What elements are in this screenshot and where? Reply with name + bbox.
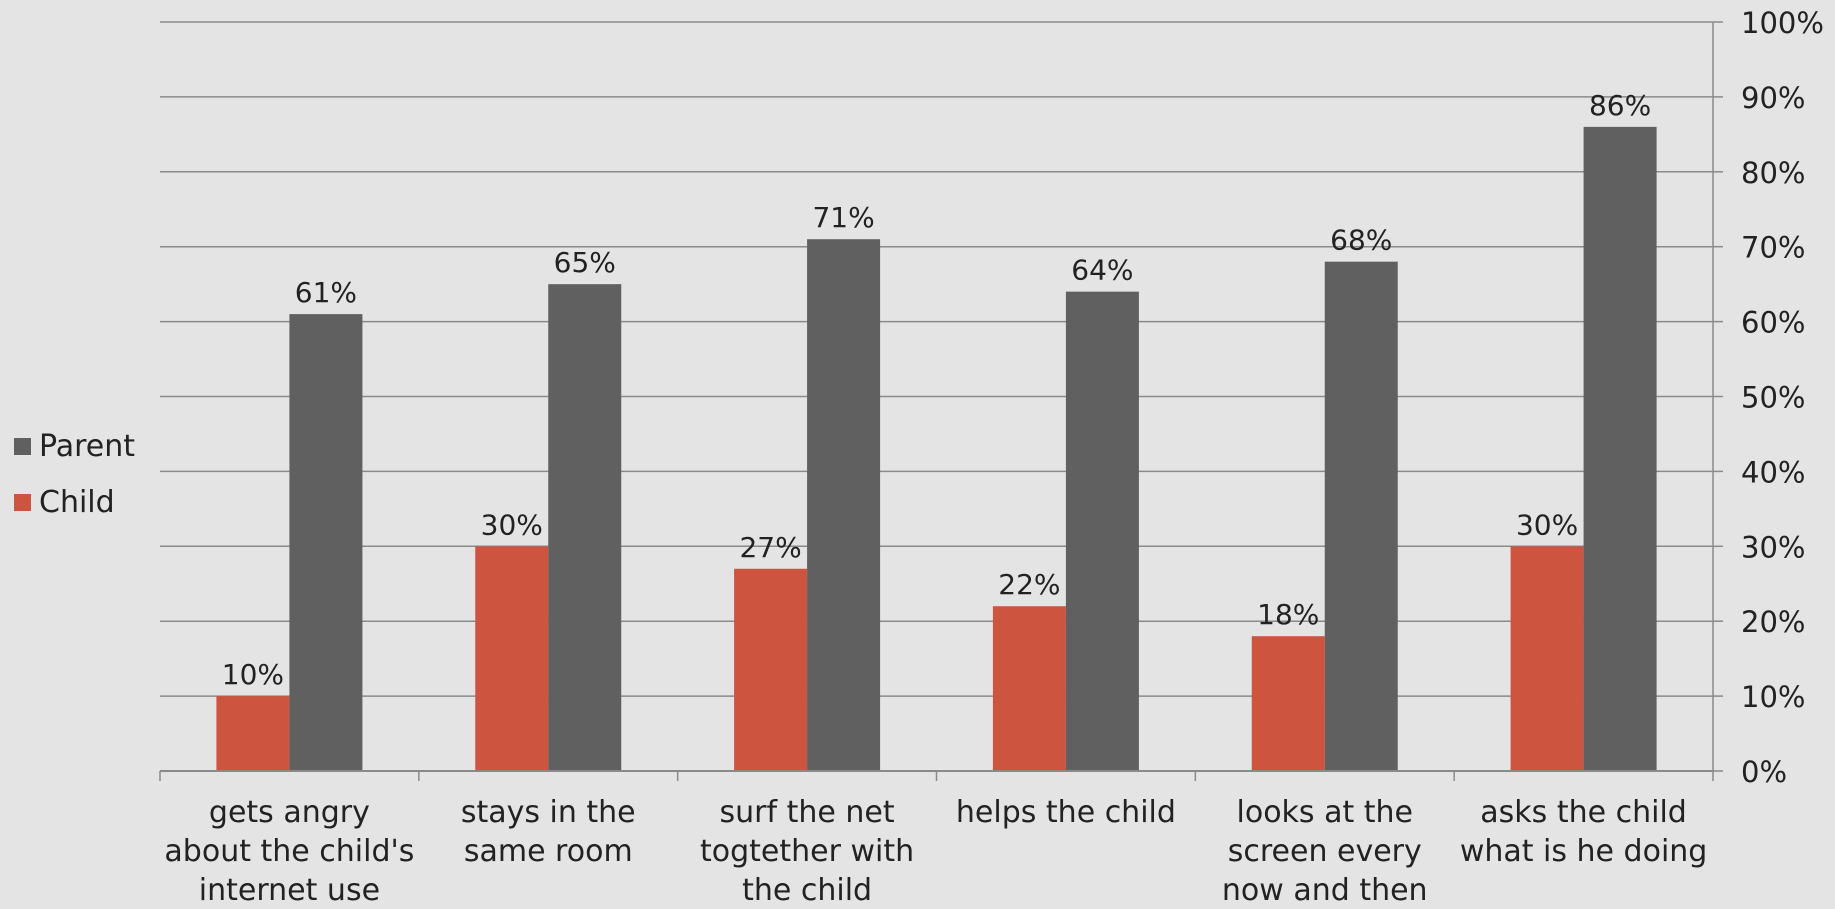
x-category-label-line: what is he doing [1460, 834, 1708, 869]
x-category-label-line: internet use [199, 873, 380, 905]
x-category-label-line: the child [742, 873, 872, 905]
legend-swatch-parent [14, 437, 31, 455]
x-category-label-line: now and then [1222, 873, 1428, 905]
data-label-child: 22% [998, 568, 1060, 601]
data-label-child: 27% [739, 531, 801, 564]
bar-child [216, 696, 290, 771]
x-category-label-line: same room [464, 834, 633, 869]
x-category-label: asks the child what is he doing [1460, 795, 1708, 869]
x-category-label-line: surf the net [720, 795, 895, 830]
bar-child [1251, 636, 1325, 771]
data-label-child: 10% [222, 658, 284, 691]
x-category-label-line: looks at the [1237, 795, 1414, 830]
y-tick-label: 90% [1741, 81, 1805, 115]
bar-child [734, 568, 808, 771]
bar-child [475, 546, 549, 771]
data-label-parent: 61% [295, 276, 357, 309]
data-label-parent: 86% [1589, 89, 1651, 122]
bar-parent [289, 314, 363, 771]
y-tick-label: 50% [1741, 381, 1805, 415]
bar-child [992, 606, 1066, 771]
y-tick-label: 100% [1741, 6, 1824, 40]
bar-child [1510, 546, 1584, 771]
y-tick-label: 70% [1741, 231, 1805, 265]
x-category-label: surf the net togtether with the child [700, 795, 914, 905]
bar-parent [1065, 291, 1139, 771]
data-label-child: 18% [1257, 598, 1319, 631]
x-category-label-line: helps the child [956, 795, 1176, 830]
x-category-label-line: gets angry [209, 795, 370, 830]
legend-swatch-child [14, 493, 31, 511]
x-category-label: looks at the screen every now and then [1222, 795, 1428, 905]
legend-label-parent: Parent [39, 428, 136, 464]
y-tick-label: 60% [1741, 306, 1805, 340]
bar-parent [1583, 126, 1657, 772]
y-tick-label: 80% [1741, 156, 1805, 190]
y-tick-label: 40% [1741, 455, 1805, 489]
y-tick-label: 10% [1741, 680, 1805, 714]
y-tick-label: 30% [1741, 530, 1805, 564]
x-category-label-line: about the child's [164, 834, 414, 869]
legend-item-child: Child [14, 474, 135, 530]
x-category-label-line: stays in the [461, 795, 636, 830]
data-label-child: 30% [481, 508, 543, 541]
legend-item-parent: Parent [14, 418, 135, 474]
x-category-label: stays in the same room [461, 795, 636, 869]
bar-parent [1324, 261, 1398, 771]
x-category-label: gets angry about the child's internet use [164, 795, 414, 905]
x-category-label-line: asks the child [1480, 795, 1687, 830]
y-tick-label: 0% [1741, 755, 1787, 789]
data-label-parent: 64% [1071, 254, 1133, 287]
data-label-child: 30% [1516, 508, 1578, 541]
x-category-label-line: screen every [1228, 834, 1422, 869]
legend: Parent Child [14, 418, 135, 530]
data-label-parent: 68% [1330, 224, 1392, 257]
data-label-parent: 71% [812, 201, 874, 234]
legend-label-child: Child [39, 484, 115, 520]
x-category-label: helps the child [956, 795, 1176, 830]
y-tick-label: 20% [1741, 605, 1805, 639]
bar-parent [807, 239, 881, 771]
data-label-parent: 65% [554, 246, 616, 279]
x-category-label-line: togtether with [700, 834, 914, 869]
bar-parent [548, 284, 622, 771]
